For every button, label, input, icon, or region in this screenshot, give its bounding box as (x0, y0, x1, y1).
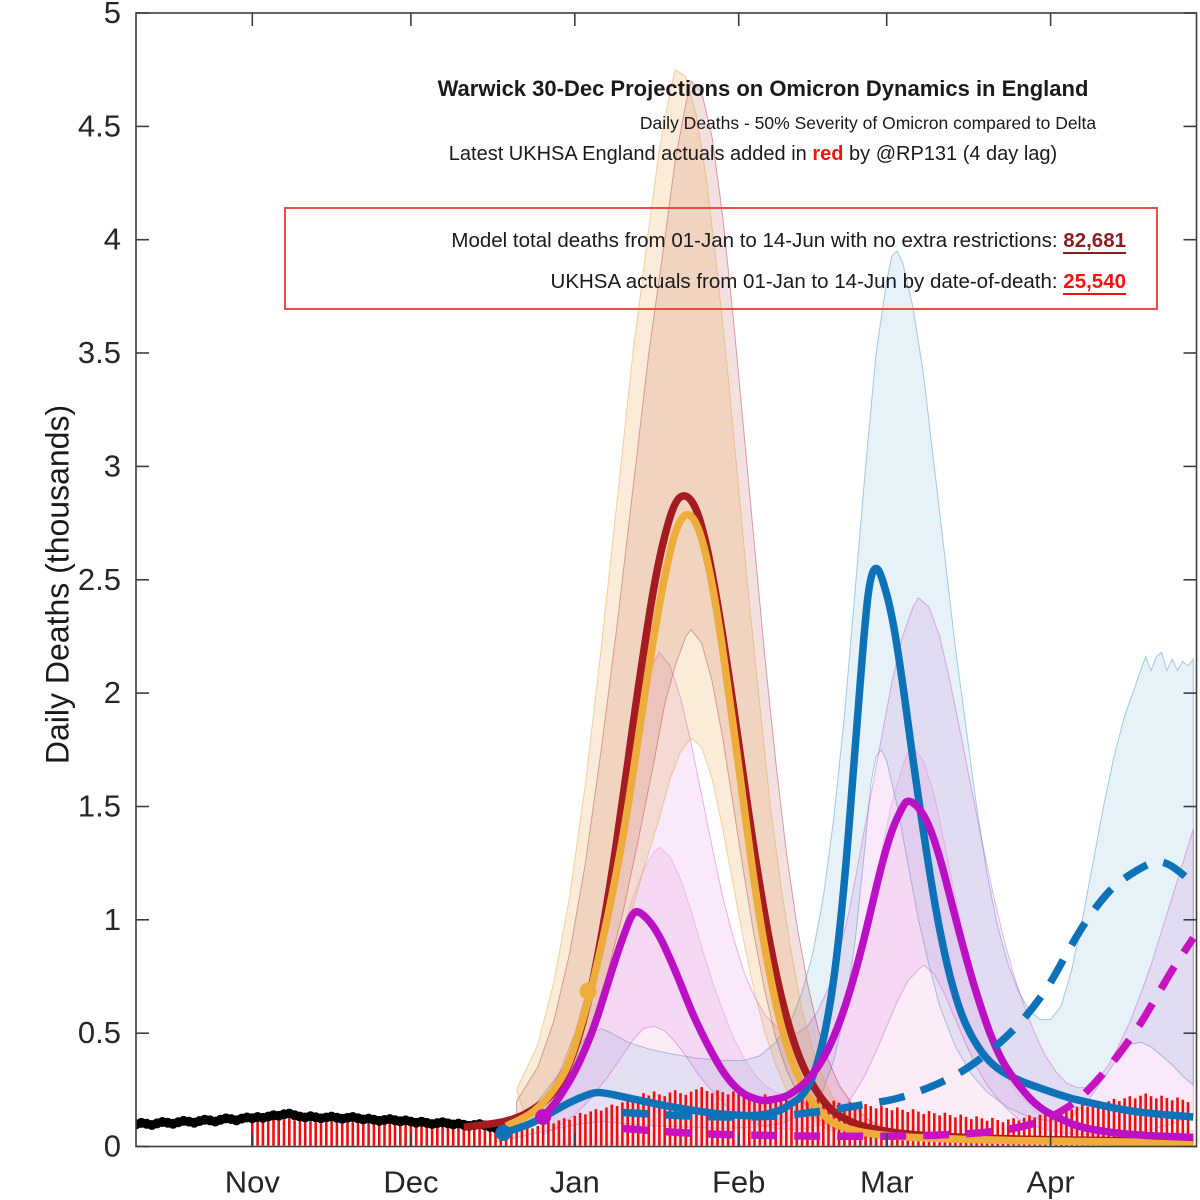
y-tick-label: 4 (104, 222, 121, 257)
x-tick-label: Dec (383, 1165, 438, 1200)
tick-labels: 0 0.5 1 1.5 2 2.5 3 3.5 4 4.5 5 Nov Dec Jan Feb Mar Apr (78, 0, 1075, 1200)
actuals-note: Latest UKHSA England actuals added in re… (303, 143, 1200, 166)
y-tick-label: 3 (104, 448, 121, 483)
actuals-note-red-word: red (812, 143, 844, 165)
y-tick-label: 2 (104, 675, 121, 710)
y-tick-label: 2.5 (78, 562, 121, 597)
orange-start-marker (579, 982, 597, 1000)
x-tick-label: Nov (225, 1165, 281, 1200)
x-tick-label: Jan (550, 1165, 600, 1200)
y-tick-label: 0.5 (78, 1015, 121, 1050)
actuals-note-prefix: Latest UKHSA England actuals added in (448, 143, 813, 165)
blue-projection-ci-band (495, 250, 1194, 1143)
ukhsa-actuals-label: UKHSA actuals from 01-Jan to 14-Jun by d… (550, 270, 1064, 293)
y-axis-label: Daily Deaths (thousands) (39, 404, 76, 765)
plot-area (136, 68, 1197, 1147)
y-tick-label: 3.5 (78, 335, 121, 370)
magenta-start-marker (535, 1109, 552, 1125)
y-tick-label: 0 (104, 1129, 121, 1164)
model-blue-dashed-curve (622, 857, 1196, 1121)
y-tick-label: 5 (104, 0, 121, 30)
y-tick-label: 1 (104, 902, 121, 937)
ukhsa-actuals-line: UKHSA actuals from 01-Jan to 14-Jun by d… (286, 261, 1126, 302)
model-total-value: 82,681 (1063, 229, 1126, 254)
y-tick-label: 4.5 (78, 108, 121, 143)
chart-title: Warwick 30-Dec Projections on Omicron Dy… (437, 76, 1089, 101)
model-total-line: Model total deaths from 01-Jan to 14-Jun… (286, 220, 1126, 261)
model-blue-curve (502, 564, 1194, 1137)
totals-info-box: Model total deaths from 01-Jan to 14-Jun… (284, 207, 1158, 310)
actuals-note-suffix: by @RP131 (4 day lag) (843, 143, 1058, 165)
blue-start-marker (495, 1124, 512, 1141)
x-tick-label: Apr (1026, 1165, 1074, 1200)
x-tick-label: Mar (860, 1165, 913, 1200)
chart-subtitle: Daily Deaths - 50% Severity of Omicron c… (639, 113, 1097, 133)
magenta-projection-ci-band (542, 597, 1194, 1137)
x-tick-label: Feb (712, 1165, 765, 1200)
reported-actuals-dots (136, 1108, 512, 1138)
model-magenta-curve (540, 797, 1194, 1142)
model-magenta-dashed-curve (622, 935, 1197, 1141)
ukhsa-actuals-value: 25,540 (1063, 270, 1126, 295)
model-total-label: Model total deaths from 01-Jan to 14-Jun… (451, 229, 1064, 252)
axes-frame (135, 12, 1198, 1148)
y-tick-label: 1.5 (78, 788, 121, 823)
